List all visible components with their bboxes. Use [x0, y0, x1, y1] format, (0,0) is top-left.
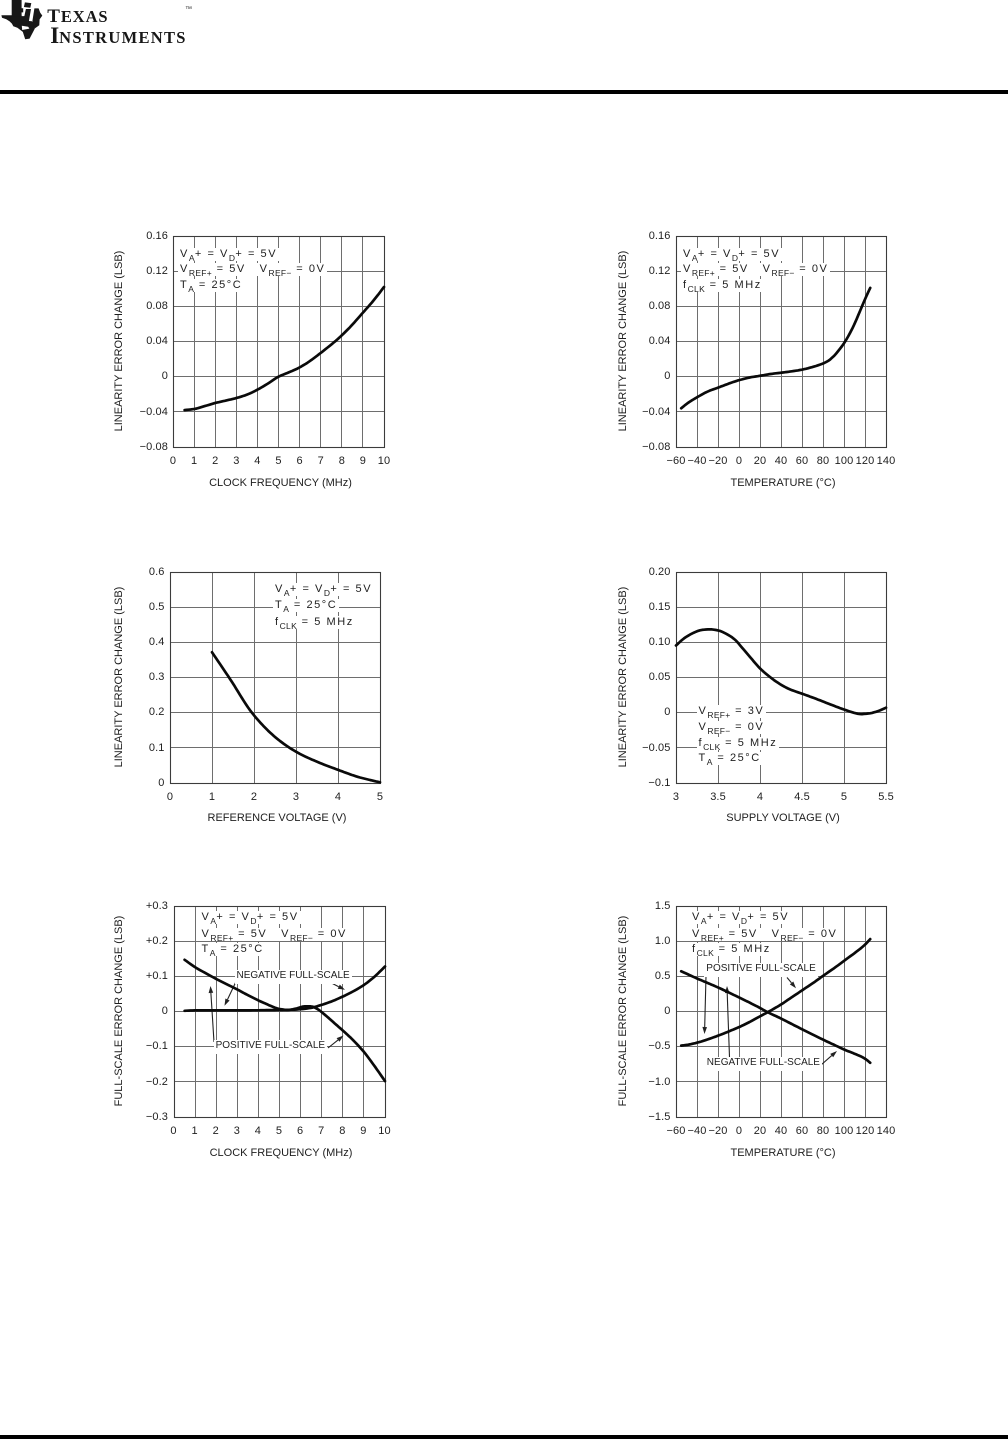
svg-text:TEXAS: TEXAS	[47, 6, 108, 27]
svg-text:™: ™	[185, 6, 192, 13]
svg-text:INSTRUMENTS: INSTRUMENTS	[50, 23, 187, 48]
